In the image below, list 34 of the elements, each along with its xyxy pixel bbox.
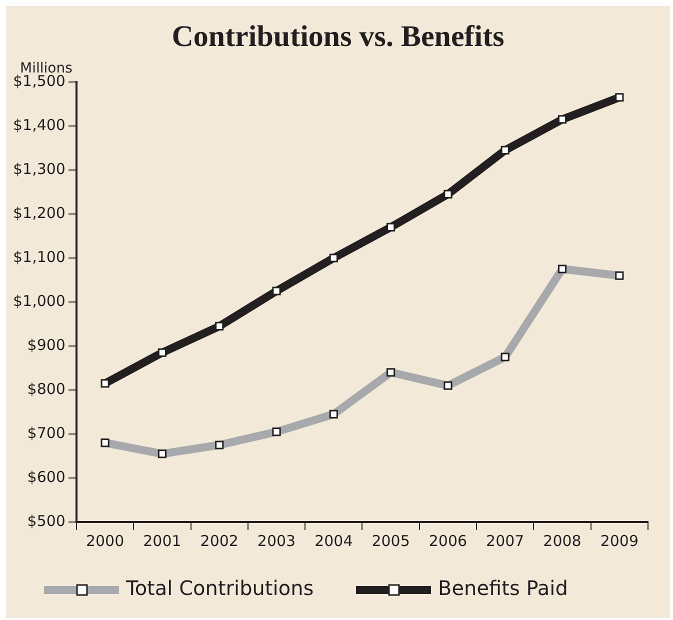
point (558, 115, 567, 124)
x-tick-label: 2008 (543, 532, 582, 550)
y-tick-label: $700 (27, 424, 66, 442)
y-tick-label: $1,500 (12, 72, 66, 90)
point (500, 146, 510, 154)
chart-title: Contributions vs. Benefits (170, 20, 506, 54)
x-tick-label: 2003 (257, 532, 296, 550)
x-tick-label: 2009 (600, 532, 639, 550)
point (272, 286, 281, 296)
y-tick-label: $1,100 (12, 248, 66, 266)
x-tick-label: 2005 (372, 532, 410, 550)
point (215, 322, 224, 330)
point (386, 222, 396, 232)
x-tick-label: 2006 (428, 532, 468, 550)
y-tick-label: $800 (27, 380, 66, 398)
point (100, 379, 110, 388)
x-tick-label: 2004 (314, 532, 353, 550)
legend-label: Benefits Paid (438, 576, 568, 600)
point (615, 93, 624, 102)
x-tick-label: 2007 (486, 532, 524, 550)
y-tick-label: $1,200 (12, 204, 66, 222)
point (444, 190, 452, 198)
point (329, 254, 338, 262)
y-tick-label: $500 (27, 512, 66, 530)
x-tick-label: 2001 (143, 532, 182, 550)
y-tick-label: $900 (27, 336, 66, 354)
y-tick-label: $1,400 (12, 116, 66, 134)
x-tick-label: 2002 (200, 532, 238, 550)
y-tick-label: $1,300 (12, 160, 66, 178)
x-tick-label: 2000 (86, 532, 124, 550)
y-tick-label: $1,000 (12, 292, 66, 310)
legend-label: Total Contributions (125, 576, 314, 600)
y-tick-label: $600 (27, 468, 66, 486)
point (158, 348, 166, 357)
